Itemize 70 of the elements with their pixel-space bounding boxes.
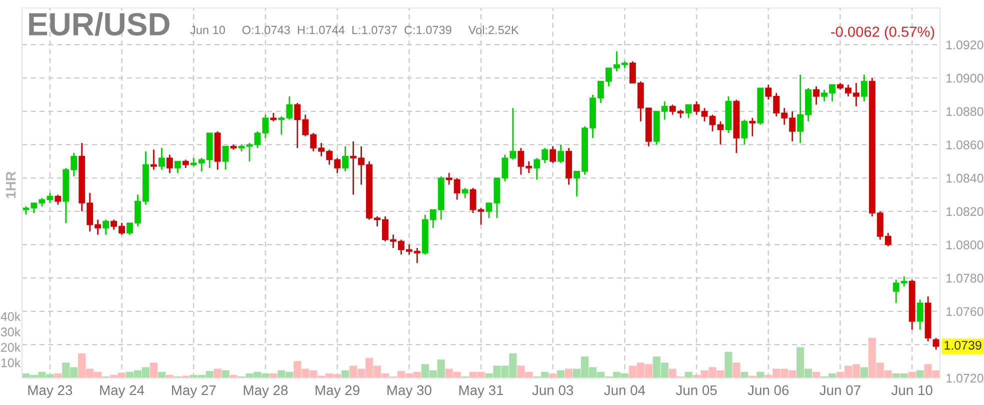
y2-tick-label: 40k <box>0 312 21 321</box>
candlestick <box>166 154 173 174</box>
candlestick <box>462 187 468 199</box>
y2-tick-label: 30k <box>0 327 21 336</box>
bar <box>732 362 740 378</box>
y2-tick-label: 10k <box>1 358 21 368</box>
candlestick <box>262 114 269 139</box>
candlestick <box>550 146 556 164</box>
annotation: -0.0062 (0.57%) <box>831 26 934 40</box>
candlestick <box>54 194 62 206</box>
bar <box>724 352 732 378</box>
candlestick <box>741 118 748 146</box>
x-tick-label: Jun 10 <box>891 385 932 396</box>
candlestick <box>478 207 484 226</box>
candlestick <box>813 86 820 106</box>
candlestick <box>558 144 564 164</box>
y-tick-label: 1.0900 <box>946 74 984 83</box>
candlestick <box>470 187 476 214</box>
x-tick-label: May 23 <box>28 385 72 398</box>
bar <box>222 370 230 378</box>
y-tick-label: 1.0880 <box>946 107 984 116</box>
candlestick <box>916 298 924 330</box>
candlestick <box>222 146 229 170</box>
y-tick-label: 1.0820 <box>946 207 984 216</box>
x-tick-label: Jun 05 <box>676 385 717 396</box>
x-tick-label: May 30 <box>388 385 432 398</box>
candlestick <box>709 114 716 132</box>
bar <box>916 370 924 378</box>
bar <box>214 368 222 378</box>
candlestick <box>246 142 253 162</box>
candlestick <box>254 130 261 149</box>
x-tick-label: May 29 <box>316 385 360 398</box>
y-tick-label: 1.0760 <box>946 307 984 316</box>
candlestick <box>174 160 181 174</box>
candlestick <box>685 104 692 119</box>
y-tick-label: 1.0780 <box>946 274 984 283</box>
bar <box>342 370 350 378</box>
candlestick <box>150 148 157 170</box>
text: Jun 10 O:1.0743 H:1.0744 L:1.0737 C:1.0739 Vol:2.52K <box>190 26 519 34</box>
x-tick-label: Jun 07 <box>820 385 860 396</box>
y-tick-label: 1.0920 <box>946 40 984 50</box>
y-tick-label: 1.0860 <box>946 140 984 150</box>
x-tick-label: Jun 04 <box>604 385 646 396</box>
candlestick <box>701 107 708 122</box>
y-tick-label: 1.0840 <box>946 174 984 183</box>
x-tick-label: May 27 <box>172 385 216 398</box>
candlestick <box>693 100 700 116</box>
chart-title: EUR/USD <box>29 12 170 36</box>
y-tick-label: 1.0800 <box>946 240 984 250</box>
candlestick <box>158 147 165 170</box>
x-tick-label: May 31 <box>459 385 504 398</box>
candlestick <box>102 218 110 236</box>
y-tick-label: 1.0720 <box>946 374 984 383</box>
bar <box>860 367 868 378</box>
candlestick <box>932 337 940 350</box>
candlestick <box>749 117 756 138</box>
candlestick <box>342 146 349 172</box>
candlestick <box>486 202 492 219</box>
x-tick-label: Jun 03 <box>532 385 574 396</box>
x-tick-label: Jun 06 <box>748 385 789 396</box>
candlestick <box>860 74 868 102</box>
candlestick <box>717 120 724 146</box>
bar <box>557 370 565 378</box>
x-tick-label: May 28 <box>244 385 288 398</box>
bar <box>565 368 573 378</box>
text: 1.0739 <box>944 340 982 350</box>
x-tick-label: May 24 <box>100 385 144 398</box>
y2-tick-label: 20k <box>1 342 21 352</box>
text: 1HR <box>6 171 16 198</box>
bar <box>150 362 158 378</box>
